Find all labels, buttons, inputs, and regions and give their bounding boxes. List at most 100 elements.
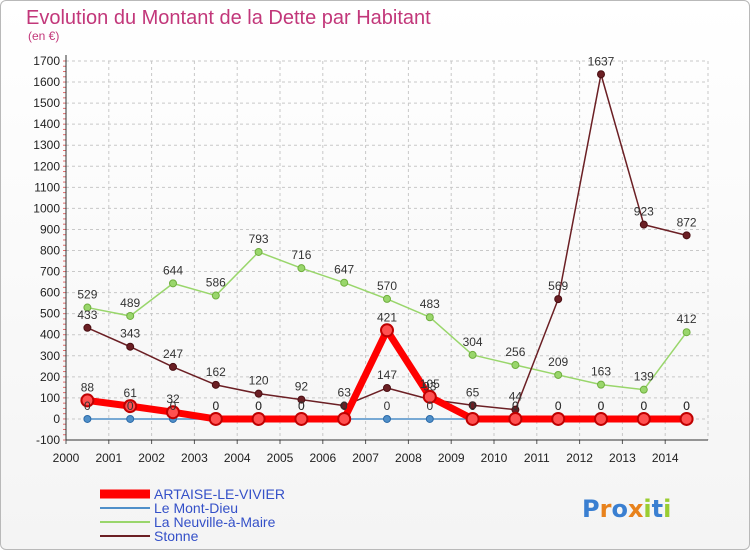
data-label: 163	[591, 365, 611, 379]
data-point	[80, 393, 95, 408]
data-label: 489	[120, 296, 140, 310]
data-point	[383, 294, 391, 303]
data-label: 247	[163, 347, 183, 361]
data-label: 0	[683, 399, 690, 413]
data-point	[465, 411, 480, 426]
data-point	[639, 385, 648, 394]
data-label: 793	[249, 232, 269, 246]
data-label: 433	[77, 308, 97, 322]
data-point	[383, 383, 391, 392]
data-point	[682, 328, 691, 337]
x-tick-label: 2006	[309, 451, 336, 465]
x-tick-label: 2013	[609, 451, 636, 465]
x-tick-label: 2004	[224, 451, 251, 465]
x-tick-label: 2003	[181, 451, 208, 465]
y-tick-label: -100	[36, 433, 60, 447]
logo-letter: r	[600, 495, 612, 523]
data-point	[468, 401, 477, 410]
legend-label: Stonne	[154, 528, 199, 544]
data-label: 569	[548, 279, 568, 293]
x-tick-label: 2007	[352, 451, 379, 465]
y-tick-label: 700	[40, 265, 60, 279]
data-label: 872	[677, 215, 697, 229]
data-point	[126, 414, 135, 423]
data-point	[169, 279, 177, 288]
axes: -100010020030040050060070080090010001100…	[33, 54, 708, 465]
x-tick-label: 2009	[438, 451, 465, 465]
x-tick-label: 2002	[138, 451, 165, 465]
data-label: 0	[341, 399, 348, 413]
data-label: 65	[466, 385, 480, 399]
data-point	[422, 389, 437, 404]
data-point	[297, 264, 306, 273]
x-tick-label: 2005	[267, 451, 294, 465]
data-label: 304	[463, 335, 483, 349]
data-label: 44	[509, 390, 523, 404]
data-point	[254, 389, 263, 398]
data-label: 105	[420, 377, 440, 391]
data-label: 647	[334, 263, 354, 277]
logo-text: Proxiti	[582, 495, 671, 523]
data-point	[251, 411, 266, 426]
y-tick-label: 1000	[33, 201, 60, 215]
data-point	[636, 411, 651, 426]
y-tick-label: 1200	[33, 159, 60, 173]
proxiti-logo: Proxiti	[582, 495, 671, 523]
data-point	[511, 361, 520, 370]
data-label: 147	[377, 368, 397, 382]
data-label: 120	[249, 374, 269, 388]
data-label: 343	[120, 327, 140, 341]
data-label: 0	[426, 399, 433, 413]
y-tick-label: 600	[40, 286, 60, 300]
data-label: 923	[634, 205, 654, 219]
data-label: 1637	[588, 54, 615, 68]
data-label: 0	[127, 399, 134, 413]
data-label: 0	[255, 399, 262, 413]
data-point	[679, 411, 694, 426]
data-label: 0	[170, 399, 177, 413]
y-tick-label: 400	[40, 328, 60, 342]
data-label: 0	[512, 399, 519, 413]
y-tick-label: 900	[40, 222, 60, 236]
data-label: 0	[469, 399, 476, 413]
data-label: 209	[548, 355, 568, 369]
data-label: 63	[338, 386, 352, 400]
data-point	[126, 342, 135, 351]
logo-letter: o	[611, 495, 628, 523]
data-point	[597, 380, 605, 389]
data-point	[294, 411, 309, 426]
data-point	[169, 362, 177, 371]
data-point	[468, 350, 477, 359]
data-label: 0	[555, 399, 562, 413]
series-layer	[80, 70, 694, 426]
x-tick-label: 2012	[566, 451, 593, 465]
data-point	[383, 414, 391, 423]
x-tick-label: 2010	[481, 451, 508, 465]
data-point	[123, 399, 138, 414]
data-label: 421	[377, 310, 397, 324]
y-tick-label: 1400	[33, 117, 60, 131]
data-label: 0	[683, 399, 690, 413]
y-tick-label: 1500	[33, 96, 60, 110]
data-point	[340, 278, 349, 287]
data-label: 586	[206, 276, 226, 290]
y-tick-label: 300	[40, 349, 60, 363]
data-label: 93	[423, 379, 437, 393]
data-label: 0	[212, 399, 219, 413]
x-tick-label: 2001	[95, 451, 122, 465]
chart-title: Evolution du Montant de la Dette par Hab…	[26, 7, 431, 29]
data-point	[83, 323, 92, 332]
data-point	[211, 380, 220, 389]
series-2	[83, 247, 691, 394]
data-label: 0	[598, 399, 605, 413]
x-tick-label: 2014	[652, 451, 679, 465]
logo-letter: x	[628, 495, 644, 523]
y-tick-label: 0	[53, 412, 60, 426]
data-point	[425, 414, 434, 423]
data-point	[254, 247, 263, 256]
data-point	[554, 295, 563, 304]
data-point	[594, 411, 608, 426]
legend-label: Le Mont-Dieu	[154, 500, 238, 516]
